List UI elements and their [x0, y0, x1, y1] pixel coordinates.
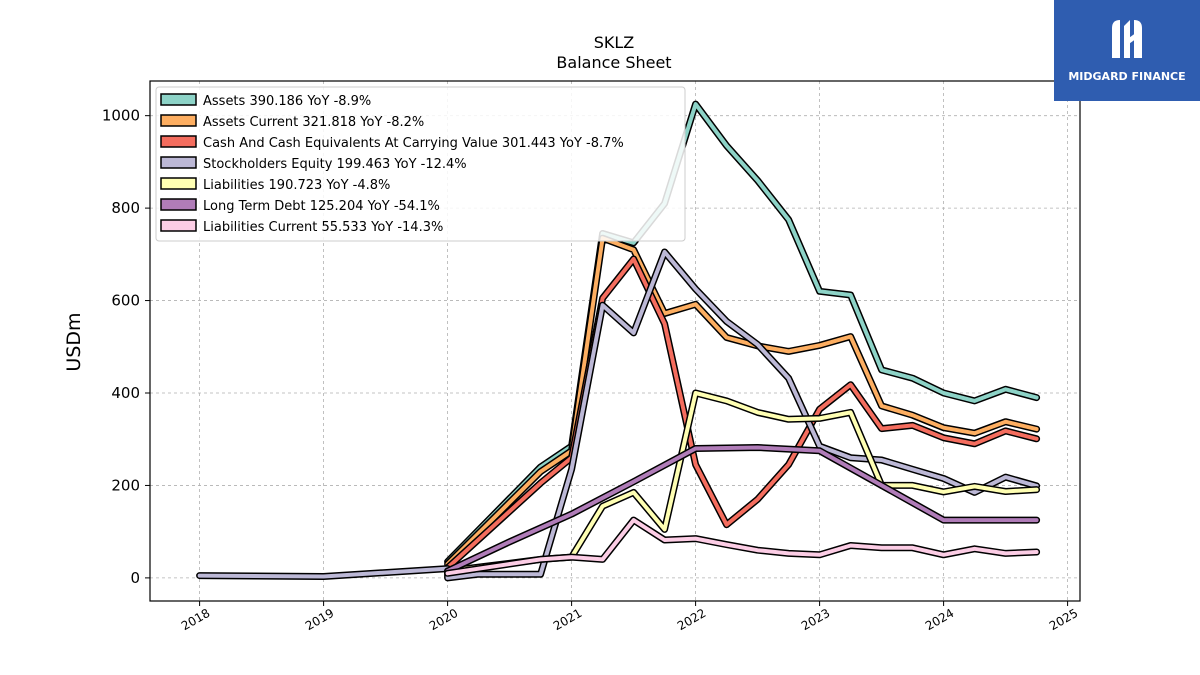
legend-swatch	[160, 93, 197, 106]
chart-subtitle: Balance Sheet	[556, 53, 671, 72]
series-line	[445, 445, 1039, 573]
axis-ticks: 2018 2019 2020 2021 2022 2023 2024 2025 0 200 400 6…	[102, 107, 1081, 634]
x-tick-label: 2020	[427, 606, 460, 633]
legend-label: Assets 390.186 YoY -8.9%	[203, 94, 371, 109]
legend-swatch	[160, 198, 197, 211]
brand-logo: MIDGARD FINANCE	[1054, 0, 1200, 101]
legend-box	[155, 86, 686, 242]
y-tick-label: 600	[111, 292, 140, 310]
brand-name: MIDGARD FINANCE	[1068, 70, 1186, 83]
series-line	[197, 250, 1039, 580]
series-line	[445, 391, 1039, 573]
legend-swatch	[160, 219, 197, 232]
x-tick-label: 2022	[675, 606, 708, 633]
y-tick-label: 0	[130, 569, 140, 587]
series-line	[445, 518, 1039, 576]
legend-label: Stockholders Equity 199.463 YoY -12.4%	[203, 157, 467, 172]
legend-label: Liabilities 190.723 YoY -4.8%	[203, 178, 390, 193]
x-tick-label: 2023	[799, 606, 832, 633]
y-axis-label: USDm	[63, 312, 85, 371]
grid	[150, 81, 1080, 601]
y-tick-label: 1000	[102, 107, 140, 125]
y-tick-label: 800	[111, 199, 140, 217]
x-tick-label: 2021	[551, 606, 584, 633]
logo-mark-icon	[1112, 20, 1142, 58]
x-tick-label: 2024	[923, 606, 956, 633]
series-lines	[196, 100, 1041, 582]
x-tick-label: 2025	[1047, 606, 1080, 633]
x-tick-label: 2019	[303, 606, 336, 633]
y-tick-label: 200	[111, 476, 140, 494]
legend: Assets 390.186 YoY -8.9% Assets Current 3…	[155, 86, 686, 242]
legend-label: Liabilities Current 55.533 YoY -14.3%	[203, 220, 443, 235]
y-tick-label: 400	[111, 384, 140, 402]
legend-label: Cash And Cash Equivalents At Carrying Va…	[203, 136, 624, 151]
legend-label: Assets Current 321.818 YoY -8.2%	[203, 115, 424, 130]
legend-label: Long Term Debt 125.204 YoY -54.1%	[203, 199, 440, 214]
legend-swatch	[160, 177, 197, 190]
legend-swatch	[160, 156, 197, 169]
x-tick-label: 2018	[179, 606, 212, 633]
chart-title: SKLZ	[594, 33, 635, 52]
legend-swatch	[160, 114, 197, 127]
plot-frame	[149, 80, 1081, 602]
series-line	[445, 236, 1039, 566]
legend-swatch	[160, 135, 197, 148]
